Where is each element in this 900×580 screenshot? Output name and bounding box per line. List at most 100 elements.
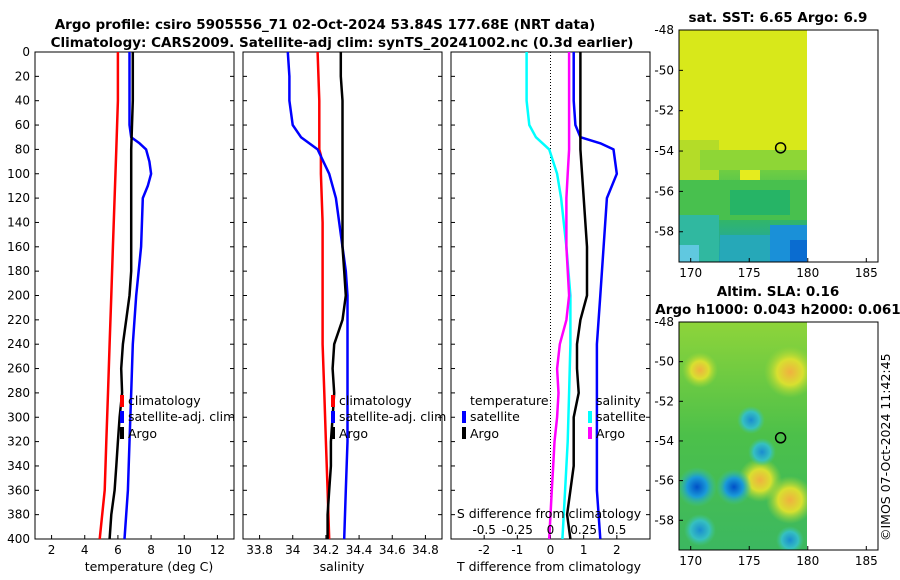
legend-label-argo: Argo: [339, 426, 368, 441]
depth-tick-label: 60: [15, 118, 30, 132]
x-tick-label: 8: [147, 543, 155, 557]
sla-map-blank: [807, 322, 878, 550]
legend-swatch-s-satellite: [588, 411, 592, 423]
sla-map-image: [679, 322, 807, 550]
temperature-panel: 2 4 6 8 10 12: [48, 52, 225, 557]
map-y-tick-label: -50: [654, 63, 674, 77]
depth-tick-label: 160: [7, 240, 30, 254]
legend-swatch-s-argo: [588, 427, 592, 439]
depth-tick-label: 360: [7, 483, 30, 497]
series-line-salinity-satellite: [525, 52, 572, 540]
depth-tick-label: 300: [7, 410, 30, 424]
legend-swatch-t-satellite: [462, 411, 466, 423]
t-difference-xlabel: T difference from climatology: [456, 559, 642, 574]
legend-swatch-t-argo: [462, 427, 466, 439]
map-x-tick-label: 180: [796, 554, 819, 568]
depth-tick-label: 240: [7, 337, 30, 351]
series-line-satellite-adj-clim: [123, 52, 153, 540]
argo-position-marker: [774, 142, 787, 154]
map-y-tick-label: -48: [654, 23, 674, 37]
x-tick-label: -2: [478, 543, 490, 557]
map-y-tick-label: -56: [654, 474, 674, 488]
map-y-tick-label: -58: [654, 513, 674, 527]
x-tick-label: 34.2: [313, 543, 340, 557]
depth-tick-label: 120: [7, 191, 30, 205]
x-tick-label: 33.8: [246, 543, 273, 557]
series-line-climatology: [98, 52, 120, 540]
s-difference-ticks: -0.5 -0.25 0 0.25 0.5: [472, 523, 626, 537]
sla-map-axes: [678, 321, 879, 551]
series-line-satellite-adj-clim: [286, 51, 349, 540]
depth-axis: 0 20 40 60 80 100 120 140 160 180 200 220 240 260 280 3…: [7, 45, 650, 546]
x-tick-label: 34: [285, 543, 300, 557]
series-line-argo: [108, 52, 135, 540]
x-tick-label: 2: [48, 543, 56, 557]
x-tick-label: 6: [114, 543, 122, 557]
temperature-legend: climatology satellite-adj. clim Argo: [120, 393, 235, 441]
series-line-temperature-satellite: [572, 52, 619, 540]
s-tick-label: 0.25: [570, 523, 597, 537]
sst-map-image: [679, 30, 807, 262]
depth-tick-label: 400: [7, 532, 30, 546]
sst-map-axes: [678, 29, 879, 263]
depth-tick-label: 180: [7, 264, 30, 278]
x-tick-label: 1: [580, 543, 588, 557]
depth-tick-label: 320: [7, 435, 30, 449]
figure-title-line2: Climatology: CARS2009. Satellite-adj cli…: [51, 35, 634, 51]
sla-map-title-line2: Argo h1000: 0.043 h2000: 0.061: [655, 302, 900, 318]
imos-watermark: ©IMOS 07-Oct-2024 11:42:45: [878, 353, 893, 541]
depth-tick-label: 100: [7, 167, 30, 181]
depth-tick-label: 0: [22, 45, 30, 59]
map-y-tick-label: -50: [654, 355, 674, 369]
map-y-tick-label: -48: [654, 315, 674, 329]
x-tick-label: 10: [177, 543, 192, 557]
x-tick-label: 34.8: [412, 543, 439, 557]
legend-swatch-argo: [120, 427, 124, 439]
legend-swatch-climatology: [331, 395, 335, 407]
legend-label-t-satellite: satellite: [470, 409, 520, 424]
legend-label-t-argo: Argo: [470, 426, 499, 441]
depth-tick-label: 340: [7, 459, 30, 473]
s-tick-label: -0.25: [502, 523, 533, 537]
legend-swatch-satellite: [120, 411, 124, 423]
salinity-legend: climatology satellite-adj. clim Argo: [331, 393, 446, 441]
legend-label-climatology: climatology: [128, 393, 201, 408]
legend-label-climatology: climatology: [339, 393, 412, 408]
temperature-axes: [34, 51, 235, 540]
depth-tick-label: 80: [15, 142, 30, 156]
map-x-tick-label: 175: [738, 554, 761, 568]
depth-tick-label: 280: [7, 386, 30, 400]
map-y-tick-label: -58: [654, 225, 674, 239]
series-line-temperature-argo: [565, 52, 589, 540]
depth-tick-label: 140: [7, 215, 30, 229]
difference-panel: -2 -1 0 1 2: [478, 52, 621, 557]
legend-swatch-climatology: [120, 395, 124, 407]
x-tick-label: 12: [210, 543, 225, 557]
map-x-tick-label: 185: [855, 266, 878, 280]
s-tick-label: 0.5: [607, 523, 626, 537]
x-tick-label: 4: [81, 543, 89, 557]
s-tick-label: 0: [547, 523, 555, 537]
s-difference-axis-label: S difference from climatology: [457, 506, 642, 521]
depth-tick-label: 260: [7, 362, 30, 376]
map-x-tick-label: 180: [796, 266, 819, 280]
map-y-tick-label: -52: [654, 104, 674, 118]
legend-swatch-argo: [331, 427, 335, 439]
difference-legend: temperature satellite Argo salinity sate…: [462, 393, 646, 441]
x-tick-label: 34.4: [346, 543, 373, 557]
map-y-tick-label: -56: [654, 184, 674, 198]
depth-tick-label: 380: [7, 508, 30, 522]
argo-position-marker: [774, 432, 787, 444]
series-line-climatology: [316, 51, 331, 540]
map-x-tick-label: 175: [738, 266, 761, 280]
depth-tick-label: 200: [7, 289, 30, 303]
depth-tick-label: 20: [15, 69, 30, 83]
depth-tick-label: 220: [7, 313, 30, 327]
legend-label-s-satellite: satellite: [596, 409, 646, 424]
salinity-xlabel: salinity: [320, 559, 365, 574]
legend-header-salinity: salinity: [596, 393, 641, 408]
series-line-argo: [326, 52, 348, 539]
sla-map-title-line1: Altim. SLA: 0.16: [717, 284, 839, 300]
series-line-salinity-argo: [547, 52, 571, 540]
